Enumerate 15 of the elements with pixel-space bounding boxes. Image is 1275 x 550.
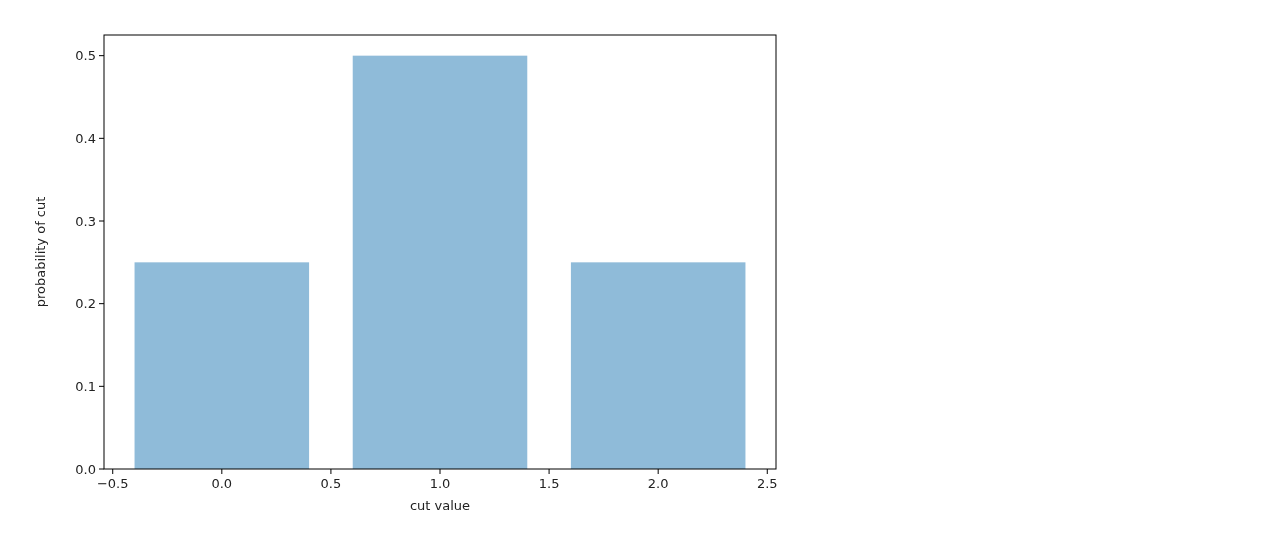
x-tick-label: 2.0 — [647, 476, 669, 491]
y-tick-label: 0.5 — [75, 48, 96, 64]
y-tick-label: 0.0 — [75, 461, 96, 477]
x-tick-label: 1.0 — [429, 476, 451, 491]
y-axis-title: probability of cut — [33, 196, 48, 308]
y-tick-label: 0.4 — [75, 130, 96, 146]
x-tick-label: 0.0 — [211, 476, 233, 491]
x-tick-label: −0.5 — [96, 476, 129, 491]
x-tick-label: 1.5 — [538, 476, 560, 491]
x-tick-label: 0.5 — [320, 476, 342, 491]
y-tick-label: 0.1 — [75, 378, 96, 394]
x-tick-label: 2.5 — [756, 476, 778, 491]
y-tick-label: 0.3 — [75, 213, 96, 229]
x-axis-title: cut value — [409, 498, 471, 513]
y-tick-label: 0.2 — [75, 296, 96, 312]
